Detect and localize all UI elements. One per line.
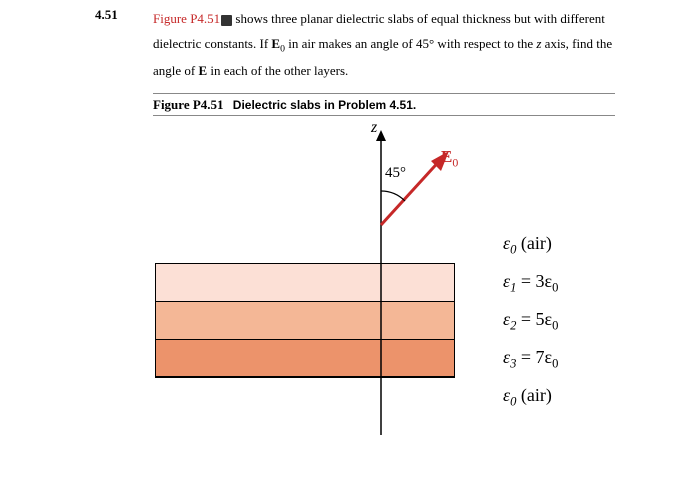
figure-diagram: ε0 (air)ε1 = 3ε0ε2 = 5ε0ε3 = 7ε0ε0 (air)… (153, 125, 615, 465)
external-link-icon (221, 15, 232, 26)
angle-label: 45° (385, 165, 406, 182)
figure-rule-bottom (153, 115, 615, 116)
diagram-svg (153, 125, 615, 445)
e0-vector-label: E0 (441, 147, 458, 170)
figure-rule-top (153, 93, 615, 94)
z-axis-label: z (371, 119, 377, 137)
figure-link[interactable]: Figure P4.51 (153, 11, 232, 26)
figure-caption: Figure P4.51 Dielectric slabs in Problem… (153, 97, 416, 113)
problem-number: 4.51 (95, 7, 118, 23)
problem-text: Figure P4.51 shows three planar dielectr… (153, 7, 623, 83)
